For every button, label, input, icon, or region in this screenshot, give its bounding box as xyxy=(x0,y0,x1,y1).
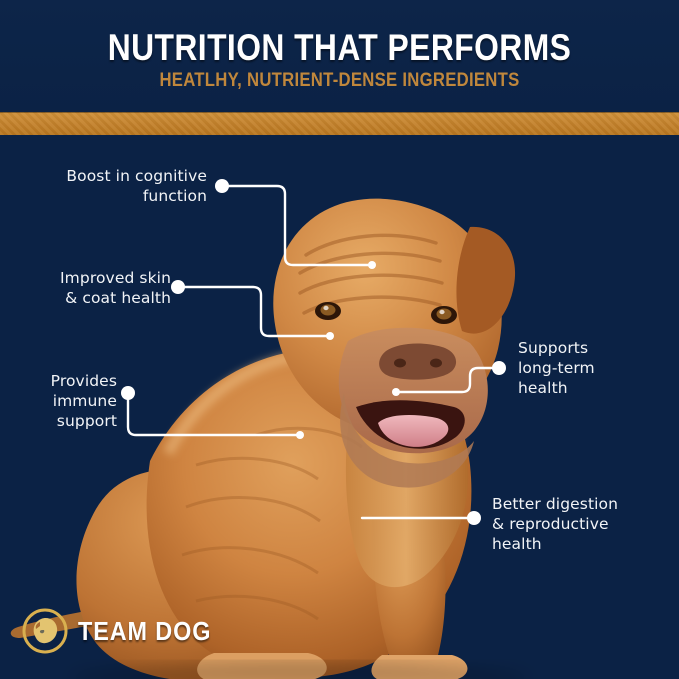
callout-label-immune: Provides immune support xyxy=(50,372,117,430)
page-title: NUTRITION THAT PERFORMS xyxy=(107,27,572,68)
callout-label-cognitive: Boost in cognitive function xyxy=(66,167,207,205)
page-subtitle: HEATLHY, NUTRIENT-DENSE INGREDIENTS xyxy=(159,70,520,91)
callout-label-skin: Improved skin & coat health xyxy=(60,269,171,307)
dog-head-emblem-icon xyxy=(22,608,68,654)
callout-label-supports: Supports long-term health xyxy=(518,339,595,397)
header-band xyxy=(0,0,679,112)
gold-divider-band xyxy=(0,112,679,135)
brand-logo: TEAM DOG xyxy=(22,608,226,654)
brand-name: TEAM DOG xyxy=(78,615,212,646)
callout-label-digestion: Better digestion & reproductive health xyxy=(492,495,619,553)
